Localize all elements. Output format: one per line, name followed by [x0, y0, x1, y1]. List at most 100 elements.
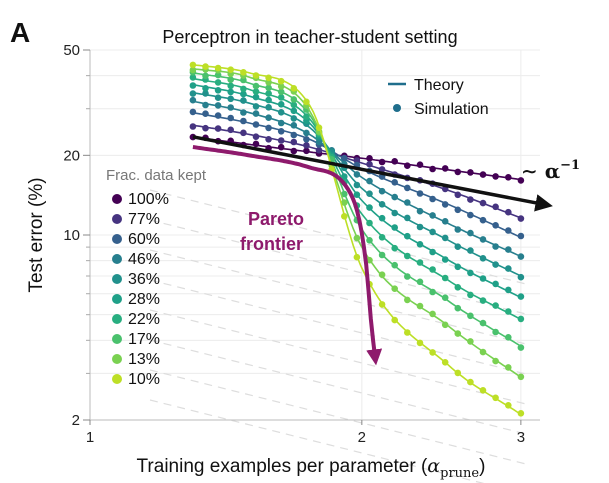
simulation-point — [479, 275, 487, 282]
fraction-legend-label: 17% — [128, 331, 160, 348]
simulation-point — [202, 124, 209, 132]
simulation-point — [404, 214, 411, 222]
simulation-point — [353, 181, 361, 189]
simulation-point — [467, 196, 474, 203]
colorbar-title: Frac. data kept — [106, 167, 207, 184]
simulation-point — [505, 265, 512, 272]
fraction-legend: 100% 77% 60% 46% 36% 28% 22% 17% 13% 10% — [112, 191, 169, 388]
simulation-point — [454, 168, 462, 176]
simulation-point — [391, 179, 399, 186]
simulation-point — [265, 90, 272, 97]
fraction-legend-swatch — [112, 234, 122, 244]
simulation-point — [517, 273, 525, 281]
fraction-legend-swatch — [112, 254, 122, 264]
simulation-point — [479, 319, 487, 327]
fraction-legend-label: 46% — [128, 251, 160, 268]
simulation-point — [227, 126, 234, 134]
simulation-point — [265, 74, 272, 82]
series-layer — [189, 61, 525, 417]
simulation-point — [277, 137, 285, 144]
simulation-point — [227, 66, 234, 73]
simulation-point — [240, 97, 247, 104]
simulation-point — [517, 232, 525, 240]
simulation-point — [240, 117, 247, 125]
y-tick-label: 50 — [63, 42, 80, 59]
pareto-label-line2: frontier — [240, 234, 303, 254]
simulation-point — [441, 321, 449, 329]
legend-theory-label: Theory — [414, 77, 464, 94]
simulation-point — [391, 316, 399, 324]
simulation-point — [189, 123, 197, 130]
simulation-point — [479, 254, 487, 262]
simulation-point — [366, 219, 373, 227]
simulation-point — [366, 256, 373, 264]
simulation-point — [416, 259, 424, 266]
simulation-point — [277, 109, 285, 116]
x-axis-label-sub: prune — [440, 466, 479, 481]
legend-simulation-swatch — [393, 104, 401, 112]
guide-line — [149, 309, 531, 406]
simulation-point — [265, 104, 272, 111]
simulation-point — [467, 338, 474, 345]
fraction-legend-label: 28% — [128, 291, 160, 308]
guide-lines — [149, 189, 531, 483]
simulation-point — [517, 344, 525, 351]
y-axis-label: Test error (%) — [26, 177, 47, 292]
simulation-point — [265, 136, 272, 143]
simulation-point — [454, 226, 462, 233]
simulation-point — [265, 114, 272, 121]
simulation-point — [454, 191, 462, 199]
simulation-point — [429, 195, 436, 203]
simulation-point — [227, 114, 234, 122]
simulation-point — [429, 349, 436, 356]
simulation-point — [479, 348, 487, 356]
simulation-point — [467, 247, 474, 254]
simulation-point — [454, 330, 462, 337]
simulation-point — [378, 251, 386, 259]
simulation-point — [441, 234, 449, 242]
simulation-point — [505, 227, 512, 234]
simulation-point — [492, 280, 499, 288]
simulation-point — [252, 110, 260, 117]
simulation-point — [202, 110, 209, 117]
guide-line — [149, 249, 531, 346]
simulation-point — [505, 286, 512, 294]
simulation-point — [505, 364, 512, 371]
simulation-point — [454, 206, 462, 214]
simulation-point — [277, 143, 285, 151]
simulation-point — [492, 302, 499, 309]
simulation-point — [240, 129, 247, 137]
simulation-point — [479, 171, 487, 178]
simulation-point — [505, 334, 512, 341]
simulation-point — [252, 140, 260, 148]
simulation-point — [189, 108, 197, 116]
simulation-point — [290, 138, 298, 146]
simulation-point — [277, 77, 285, 85]
simulation-point — [277, 128, 285, 135]
simulation-point — [214, 71, 222, 79]
guide-line — [149, 189, 531, 286]
simulation-point — [454, 284, 462, 291]
simulation-point — [479, 216, 487, 224]
simulation-point — [505, 208, 512, 216]
overlay-layer — [192, 135, 553, 366]
simulation-point — [467, 269, 474, 277]
simulation-point — [227, 88, 234, 96]
simulation-point — [290, 96, 298, 103]
simulation-point — [353, 157, 361, 164]
fraction-legend-label: 22% — [128, 311, 160, 328]
simulation-point — [277, 94, 285, 101]
simulation-point — [366, 237, 373, 244]
simulation-point — [378, 214, 386, 222]
simulation-point — [479, 199, 487, 207]
simulation-point — [505, 246, 512, 253]
simulation-point — [479, 387, 487, 394]
simulation-point — [303, 129, 310, 137]
simulation-point — [240, 85, 247, 93]
simulation-point — [290, 107, 298, 115]
legend-simulation-label: Simulation — [414, 101, 489, 118]
simulation-point — [290, 147, 298, 155]
simulation-point — [429, 310, 436, 318]
simulation-point — [454, 263, 462, 271]
simulation-point — [353, 234, 361, 242]
